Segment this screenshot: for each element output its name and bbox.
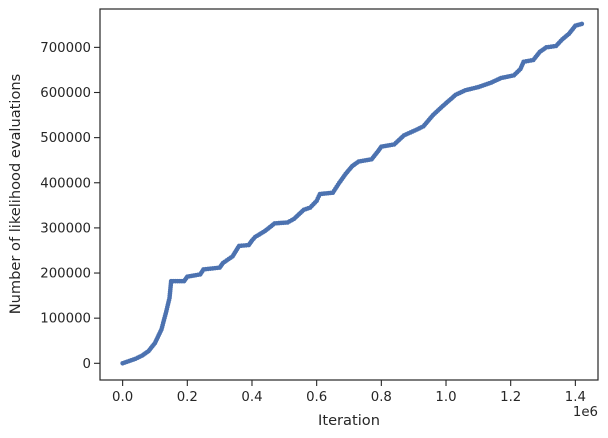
y-tick-label: 200000 [40, 267, 91, 282]
y-tick-label: 400000 [40, 176, 91, 191]
y-tick-label: 0 [83, 357, 91, 372]
x-tick-label: 0.4 [241, 390, 262, 405]
y-tick-label: 500000 [40, 131, 91, 146]
x-tick-label: 1.2 [500, 390, 521, 405]
plot-area-frame [99, 8, 599, 381]
data-point [579, 21, 585, 27]
y-tick-label: 600000 [40, 86, 91, 101]
x-axis-ticks: 0.0 0.2 0.4 0.6 0.8 1.0 1.2 1.4 [112, 380, 586, 405]
x-tick-label: 0.6 [306, 390, 327, 405]
x-axis-title: Iteration [318, 412, 380, 429]
y-axis-ticks: 0 100000 200000 300000 400000 500000 600000 700… [40, 41, 100, 372]
x-tick-label: 1.4 [565, 390, 586, 405]
x-tick-label: 0.0 [112, 390, 133, 405]
data-points [120, 21, 585, 366]
x-tick-label: 0.2 [177, 390, 198, 405]
x-tick-label: 1.0 [435, 390, 456, 405]
y-tick-label: 300000 [40, 221, 91, 236]
y-axis-title: Number of likelihood evaluations [7, 74, 24, 314]
y-tick-label: 100000 [40, 312, 91, 327]
y-tick-label: 700000 [40, 41, 91, 56]
x-tick-label: 0.8 [371, 390, 392, 405]
x-axis-offset-label: 1e6 [573, 405, 598, 420]
